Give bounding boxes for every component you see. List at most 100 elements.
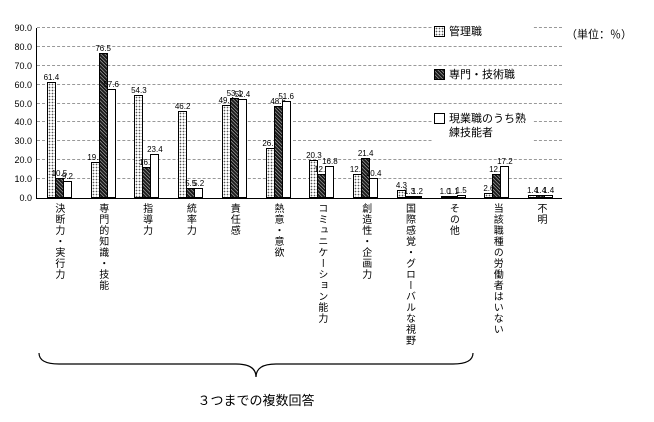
bar-value-label: 4.3: [395, 181, 407, 190]
bar-group: 61.4 10.5 9.2: [37, 74, 81, 198]
bar-value-label: 1.4: [527, 186, 539, 195]
bar-group: 12.6 21.4 10.4: [343, 150, 387, 198]
bar-value-label: 61.4: [43, 73, 60, 82]
bar: 1.5: [456, 187, 467, 198]
legend-item-management: 管理職: [432, 24, 532, 41]
gridline: [37, 140, 562, 142]
bar-value-label: 48.6: [270, 97, 286, 106]
category-label: 熱意・意欲: [272, 203, 284, 258]
bar-value-label: 57.6: [103, 80, 119, 89]
bar-value-label: 16.5: [139, 158, 155, 167]
category-label: 指導力: [140, 203, 152, 236]
y-tick-label: 60.0: [14, 79, 32, 90]
bar-value-label: 1.4: [535, 186, 547, 195]
bar-value-label: 16.8: [322, 157, 338, 166]
bar-value-label: 26.7: [262, 139, 278, 148]
bar-group: 19.1 76.5 57.6: [81, 45, 125, 198]
category-label: 国際感覚・グローバルな視野: [403, 203, 415, 346]
category-cell: 国際感覚・グローバルな視野: [387, 203, 431, 346]
bar-value-label: 20.3: [306, 151, 322, 160]
y-tick-label: 10.0: [14, 174, 32, 185]
gridline: [37, 159, 562, 161]
bar-value-label: 49.4: [218, 96, 235, 105]
bar-value-label: 9.2: [61, 172, 73, 181]
bar: 1.4: [543, 187, 554, 198]
bar-value-label: 10.5: [51, 169, 68, 178]
x-axis-labels: 決断力・実行力 専門的知識・技能 指導力 統率力 責任感 熱意・意欲 コミュニケーション能力…: [36, 203, 562, 346]
category-label: 専門的知識・技能: [96, 203, 108, 291]
legend: 管理職 専門・技術職 現業職のうち熟練技能者: [432, 24, 532, 168]
legend-label-professional: 専門・技術職: [449, 69, 515, 82]
bar-value-label: 23.4: [147, 145, 163, 154]
bar: 16.8: [322, 158, 338, 198]
bar-value-label: 53.1: [226, 89, 243, 98]
unit-label: （単位：％）: [566, 29, 632, 41]
bar: 1.2: [412, 188, 423, 198]
bar: 23.4: [147, 146, 163, 198]
bar-value-label: 12.6: [349, 165, 366, 174]
y-tick-label: 40.0: [14, 117, 32, 128]
bar-value-label: 5.5: [185, 179, 197, 188]
category-label: 当該職種の労働者はいない: [491, 203, 503, 335]
bar-value-label: 51.6: [278, 92, 294, 101]
y-tick-label: 90.0: [14, 23, 32, 33]
bar-value-label: 1.2: [411, 187, 423, 196]
bar: 46.2: [175, 103, 190, 198]
bar-group: 54.3 16.5 23.4: [125, 87, 169, 198]
y-tick-label: 20.0: [14, 155, 32, 166]
bar: 4.3: [396, 182, 407, 198]
y-tick-label: 30.0: [14, 136, 32, 147]
bar: 54.3: [131, 87, 147, 198]
gridline: [37, 102, 562, 104]
legend-label-skilled-worker: 現業職のうち熟練技能者: [449, 112, 526, 139]
category-label: 統率力: [184, 203, 196, 236]
bar-value-label: 54.3: [131, 86, 147, 95]
plot-area: 61.4 10.5 9.2 19.1 76.5 57.6 54.3 16.5 23.4 46.2 5…: [36, 27, 562, 199]
bar-groups: 61.4 10.5 9.2 19.1 76.5 57.6 54.3 16.5 23.4 46.2 5…: [37, 28, 562, 198]
legend-item-skilled-worker: 現業職のうち熟練技能者: [432, 110, 532, 142]
bar-value-label: 52.4: [234, 90, 251, 99]
gridline: [37, 27, 562, 28]
legend-item-professional: 専門・技術職: [432, 67, 532, 84]
bar: 17.2: [497, 158, 513, 198]
category-label: 責任感: [228, 203, 240, 236]
bar: 52.4: [235, 91, 250, 198]
category-cell: 指導力: [124, 203, 168, 346]
y-tick-label: 80.0: [14, 41, 32, 52]
category-label: 創造性・企画力: [359, 203, 371, 280]
gridline: [37, 121, 562, 123]
bar: 61.4: [44, 74, 59, 198]
bar-value-label: 1.1: [447, 187, 459, 196]
y-tick-label: 70.0: [14, 60, 32, 71]
bar: 9.2: [62, 173, 73, 198]
category-cell: 不明: [518, 203, 562, 346]
bar-value-label: 1.0: [439, 187, 451, 196]
gridline: [37, 45, 562, 47]
category-cell: コミュニケーション能力: [299, 203, 343, 346]
category-cell: 創造性・企画力: [343, 203, 387, 346]
category-cell: 責任感: [211, 203, 255, 346]
bar-group: 26.7 48.6 51.6: [256, 93, 300, 198]
bar-group: 49.4 53.1 52.4: [212, 90, 256, 198]
gridline: [37, 64, 562, 66]
dots-pattern-swatch-icon: [434, 26, 445, 37]
category-label: 不明: [535, 203, 547, 225]
bar-group: 46.2 5.5 5.2: [168, 103, 212, 198]
bar-value-label: 12.6: [489, 165, 505, 174]
bar-value-label: 5.2: [193, 179, 205, 188]
bar: 51.6: [278, 93, 294, 198]
bar-group: 1.0 1.1 1.5: [431, 187, 475, 198]
bar-value-label: 1.3: [403, 187, 415, 196]
bar-value-label: 12.5: [314, 165, 330, 174]
bar-value-label: 21.4: [357, 149, 374, 158]
brace-label: ３つまでの複数回答: [197, 393, 315, 408]
bar: 5.2: [193, 180, 204, 198]
bar-value-label: 76.5: [95, 44, 111, 53]
bar-group: 4.3 1.3 1.2: [387, 182, 431, 198]
category-cell: その他: [430, 203, 474, 346]
hatch-pattern-swatch-icon: [434, 69, 445, 81]
category-label: コミュニケーション能力: [315, 203, 327, 324]
category-cell: 統率力: [167, 203, 211, 346]
gridline: [37, 178, 562, 180]
